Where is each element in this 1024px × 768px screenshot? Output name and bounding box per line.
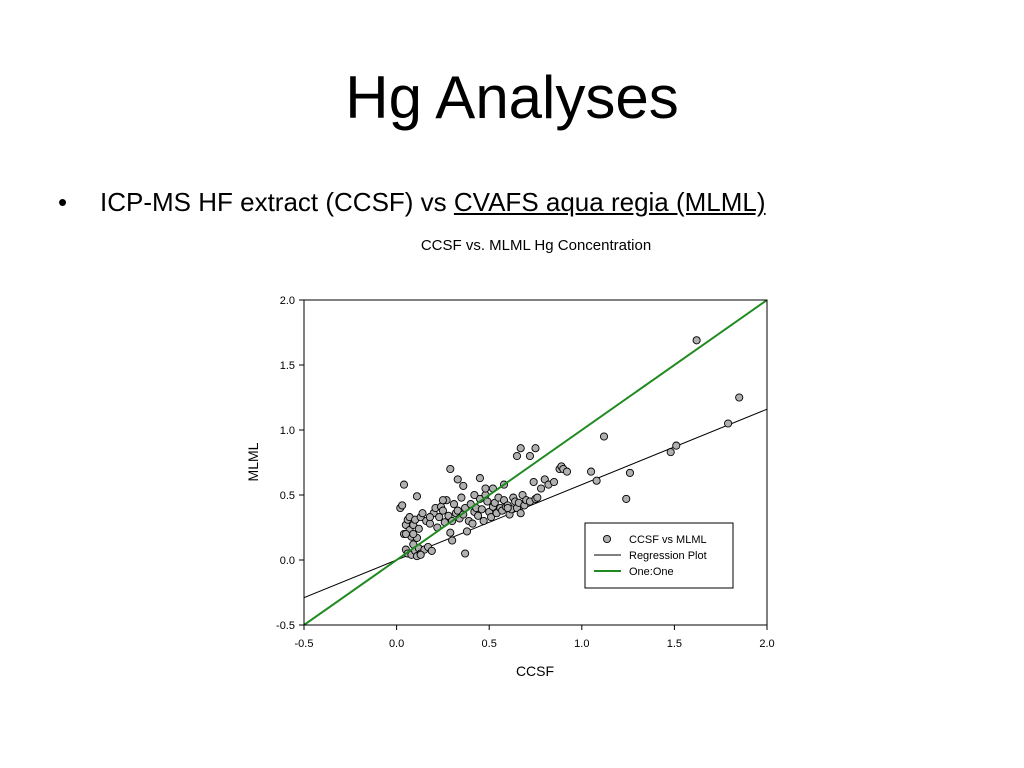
data-point	[625, 468, 635, 477]
data-point	[592, 476, 601, 485]
data-point	[549, 477, 559, 487]
data-point	[487, 513, 496, 522]
data-point	[453, 475, 462, 484]
data-point	[475, 474, 484, 483]
data-point	[474, 511, 483, 520]
data-point	[477, 505, 486, 514]
bullet-item: • ICP-MS HF extract (CCSF) vs CVAFS aqua …	[58, 186, 766, 218]
data-point	[724, 419, 733, 428]
x-tick-label: 1.0	[574, 638, 589, 650]
data-point	[622, 494, 631, 503]
data-point	[666, 448, 675, 457]
data-point	[448, 536, 457, 545]
data-point	[416, 550, 425, 559]
data-point	[449, 500, 459, 509]
y-tick-label: -0.5	[276, 620, 295, 632]
legend-point-marker	[602, 534, 612, 544]
data-point	[468, 519, 477, 528]
x-tick-label: 2.0	[759, 638, 774, 650]
y-tick-label: 0.5	[280, 490, 295, 502]
data-point	[446, 464, 455, 474]
x-tick-label: 0.5	[482, 638, 497, 650]
data-point	[461, 549, 470, 558]
data-point	[398, 501, 407, 510]
data-point	[412, 492, 422, 501]
y-tick-label: 1.5	[280, 360, 295, 372]
data-point	[692, 336, 701, 345]
bullet-text: ICP-MS HF extract (CCSF) vs	[100, 187, 454, 217]
data-point	[470, 490, 479, 500]
bullet-link-text[interactable]: CVAFS aqua regia (MLML)	[453, 187, 766, 217]
data-point	[459, 481, 468, 490]
data-point	[457, 493, 466, 502]
data-point	[401, 529, 410, 539]
bullet-marker: •	[58, 187, 68, 217]
data-point	[503, 503, 512, 513]
slide-title: Hg Analyses	[345, 64, 679, 131]
data-point	[435, 513, 444, 522]
data-point	[399, 480, 409, 489]
legend-entry-label: One:One	[629, 566, 674, 578]
x-tick-label: 1.5	[667, 638, 682, 650]
data-point	[525, 451, 534, 461]
data-point	[516, 509, 525, 518]
y-tick-label: 2.0	[280, 295, 295, 307]
data-point	[446, 528, 455, 537]
x-tick-label: -0.5	[295, 638, 314, 650]
data-point	[418, 509, 427, 518]
chart-title: CCSF vs. MLML Hg Concentration	[421, 237, 651, 254]
data-point	[479, 516, 488, 526]
data-point	[599, 432, 609, 441]
data-point	[529, 477, 538, 487]
one-to-one-line	[304, 300, 767, 625]
data-point	[531, 444, 540, 453]
data-point	[438, 506, 447, 515]
data-point	[562, 467, 572, 476]
regression-line	[304, 408, 767, 599]
y-tick-label: 1.0	[280, 425, 295, 437]
data-point	[735, 393, 744, 402]
data-point	[438, 496, 447, 505]
data-point	[414, 524, 423, 533]
data-point	[427, 546, 436, 555]
x-tick-label: 0.0	[389, 638, 404, 650]
legend: CCSF vs MLML Regression Plot One:One	[584, 522, 734, 589]
data-point	[453, 506, 462, 515]
data-point	[587, 467, 596, 476]
data-point	[409, 529, 418, 539]
y-axis-label: MLML	[245, 442, 261, 481]
data-point	[425, 513, 434, 522]
plot-area	[304, 300, 767, 625]
data-point	[672, 441, 681, 450]
data-point	[533, 493, 542, 502]
plot-frame	[303, 299, 768, 626]
data-point	[516, 444, 525, 453]
data-point	[481, 484, 490, 493]
x-axis-label: CCSF	[516, 663, 554, 679]
y-tick-label: 0.0	[280, 555, 295, 567]
legend-entry-label: CCSF vs MLML	[629, 534, 707, 546]
legend-entry-label: Regression Plot	[629, 550, 707, 562]
data-point	[537, 484, 546, 493]
data-point	[462, 527, 472, 536]
data-point	[512, 451, 522, 461]
axes: -0.5 0.0 0.5 1.0 1.5 2.0 -0.5 0.0 0.5 1.0 1.5 2.0	[276, 295, 775, 650]
